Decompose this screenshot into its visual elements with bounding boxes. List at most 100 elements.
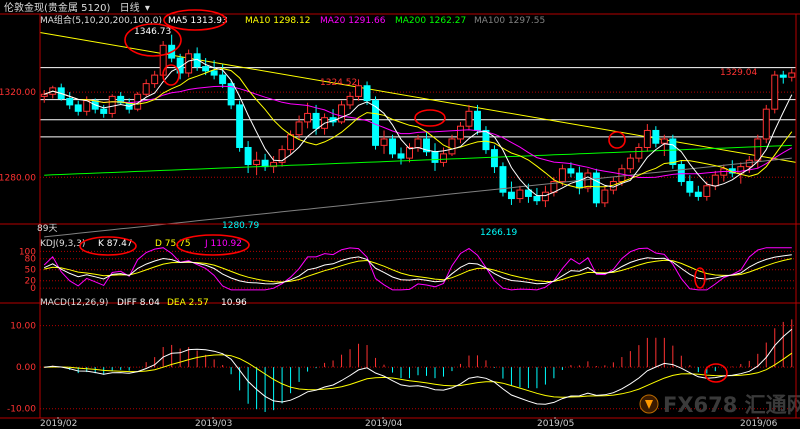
candle	[295, 115, 303, 139]
price-annotation: 1346.73	[134, 27, 171, 37]
annotations: 1346.73 1324.52 1280.79 1266.19 1329.04 89天	[37, 9, 757, 383]
candle	[227, 79, 235, 110]
candle-body	[490, 149, 498, 168]
candle-body	[737, 166, 745, 174]
svg-text:伦敦金现(贵金属 5120) 日线: 伦敦金现(贵金属 5120) 日线 ▾	[4, 1, 150, 14]
candle-body	[304, 112, 312, 123]
candle	[202, 58, 210, 76]
candle-body	[40, 93, 48, 97]
candle-body	[295, 121, 303, 136]
kdj-y-tick: 100	[19, 247, 36, 257]
candle-body	[108, 95, 116, 114]
candle	[762, 104, 770, 144]
candle-body	[482, 129, 490, 151]
candle-body	[456, 125, 464, 140]
kdj-d-legend: D 75.75	[155, 239, 191, 249]
candle-body	[202, 66, 210, 72]
candle-body	[355, 85, 363, 97]
ma10-legend: MA10 1298.12	[245, 16, 310, 26]
candle-body	[754, 138, 762, 161]
candle-body	[473, 110, 481, 131]
candle	[253, 151, 261, 176]
candle-body	[74, 104, 82, 112]
ma5-line	[44, 58, 793, 197]
kdj-k-line	[43, 254, 792, 285]
candle-body	[524, 189, 532, 197]
period-dropdown-icon[interactable]: ▾	[145, 3, 150, 14]
kdj-panel	[43, 247, 792, 291]
candle-body	[686, 181, 694, 193]
candle-body	[567, 168, 575, 174]
candle-body	[745, 159, 753, 168]
ma-group-label: MA组合(5,10,20,200,100,0)	[40, 14, 162, 26]
candle-body	[278, 149, 286, 163]
candle	[338, 100, 346, 125]
swing-highlight-ring-1	[414, 109, 446, 127]
candle-body	[771, 74, 779, 110]
candle	[74, 100, 82, 116]
candle-body	[312, 112, 320, 129]
candle	[533, 187, 541, 205]
candle	[686, 175, 694, 197]
candle	[771, 70, 779, 114]
ma200-line	[44, 144, 792, 176]
price-annotation: 1324.52	[320, 78, 357, 88]
macd-y-tick: -10.00	[7, 405, 36, 415]
candle-body	[142, 83, 150, 95]
price-annotation: 1329.04	[720, 68, 757, 78]
macd-dea-legend: DEA 2.57	[167, 298, 209, 308]
candle	[346, 92, 354, 110]
candle-body	[431, 151, 439, 163]
candle	[448, 134, 456, 156]
kdj-j-line	[43, 247, 792, 291]
candle-body	[694, 191, 702, 197]
candle-body	[423, 138, 430, 153]
x-tick-label: 2019/06	[740, 419, 778, 429]
candle	[507, 181, 515, 205]
candle-body	[253, 159, 261, 166]
macd-y-tick: 10.00	[10, 322, 36, 332]
candle	[117, 92, 125, 105]
candle-body	[440, 153, 447, 163]
candle	[423, 132, 430, 156]
candle-body	[541, 191, 549, 202]
candle	[703, 181, 711, 201]
candle	[737, 162, 745, 184]
candle-body	[397, 153, 405, 159]
candle-body	[117, 95, 125, 104]
candle-body	[558, 168, 566, 183]
candle	[516, 185, 524, 203]
candle-body	[346, 95, 354, 106]
candle-body	[703, 185, 711, 197]
candle	[592, 168, 600, 208]
candle	[66, 92, 74, 110]
candle	[601, 185, 609, 208]
price-panel	[39, 32, 797, 238]
candle	[779, 70, 787, 84]
macd-value-legend: 10.96	[221, 298, 247, 308]
candle	[397, 147, 405, 165]
candle-body	[507, 191, 515, 200]
candle	[677, 160, 685, 186]
candle-body	[635, 146, 643, 159]
candle-body	[287, 134, 295, 151]
swing-highlight-ring-2	[608, 131, 626, 149]
candle-body	[762, 108, 770, 140]
candle-body	[236, 104, 244, 148]
period-label[interactable]: 日线	[120, 1, 140, 14]
candle-body	[618, 168, 626, 183]
x-tick-label: 2019/02	[40, 419, 77, 429]
candle	[788, 68, 796, 82]
candle	[355, 79, 363, 101]
candle	[278, 145, 286, 167]
kdj-y-tick: 20	[25, 277, 37, 287]
bars-count-label: 89天	[37, 224, 57, 234]
candle-body	[779, 74, 787, 78]
candle-body	[669, 138, 677, 166]
ma20-legend: MA20 1291.66	[320, 16, 386, 26]
candle	[389, 134, 396, 159]
candle-body	[660, 138, 668, 144]
candle	[490, 145, 498, 174]
candle-body	[448, 138, 456, 155]
